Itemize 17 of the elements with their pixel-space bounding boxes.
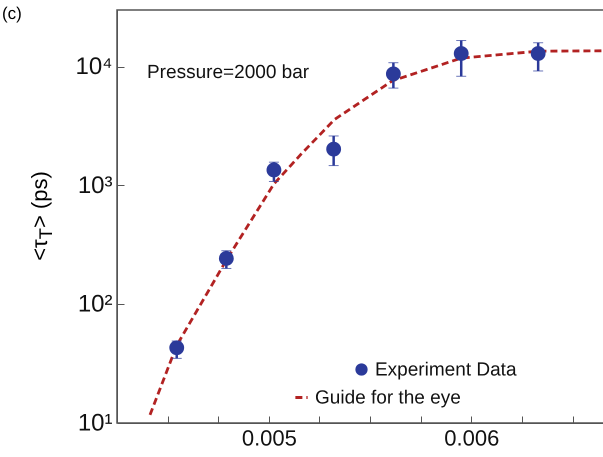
y-tick-label: 10³ xyxy=(78,172,113,199)
annotation: Pressure=2000 bar xyxy=(147,62,310,83)
point xyxy=(266,162,282,178)
point xyxy=(530,46,546,61)
y-tick-label: 10⁴ xyxy=(75,53,112,80)
point xyxy=(386,66,401,82)
point xyxy=(218,251,234,266)
legend-label: Guide for the eye xyxy=(315,388,461,408)
legend-label: Experiment Data xyxy=(375,360,517,380)
point xyxy=(169,340,184,356)
text: (c) xyxy=(2,4,22,24)
point xyxy=(454,46,469,61)
y-tick-label: 10¹ xyxy=(78,410,113,436)
y-tick-label: 10² xyxy=(78,290,113,318)
point xyxy=(326,142,342,157)
x-tick-label: 0.005 xyxy=(242,426,297,450)
x-tick-label: 0.006 xyxy=(444,426,500,450)
